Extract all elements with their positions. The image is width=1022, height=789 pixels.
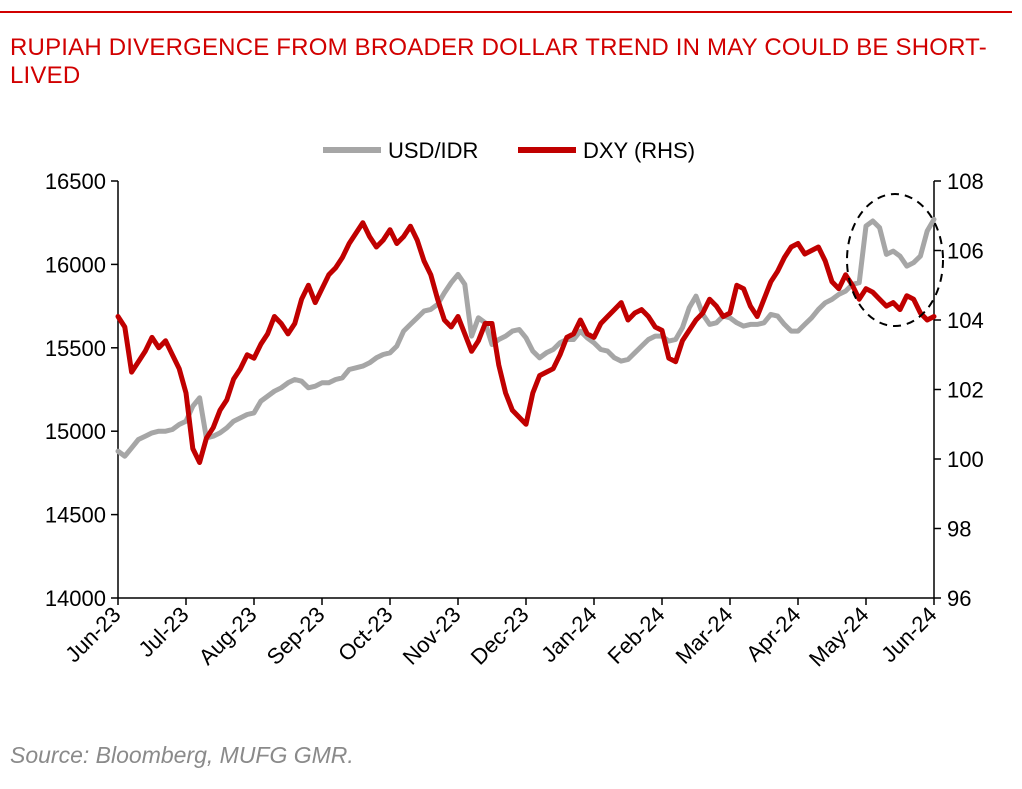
x-tick-label: Mar-24 — [671, 602, 738, 669]
chart-title: RUPIAH DIVERGENCE FROM BROADER DOLLAR TR… — [10, 34, 987, 89]
y-right-tick-label: 102 — [947, 378, 984, 403]
y-right-tick-label: 108 — [947, 169, 984, 194]
x-tick-label: Dec-23 — [466, 602, 534, 670]
x-tick-label: Aug-23 — [194, 602, 262, 670]
x-tick-label: Feb-24 — [603, 602, 670, 669]
x-tick-label: Jan-24 — [536, 602, 601, 667]
x-tick-label: Jul-23 — [133, 602, 193, 662]
x-tick-label: Apr-24 — [741, 602, 805, 666]
x-tick-label: Sep-23 — [262, 602, 330, 670]
x-tick-label: Jun-23 — [60, 602, 125, 667]
dxy-series-line — [115, 220, 937, 465]
y-left-tick-label: 14500 — [45, 503, 106, 528]
y-left-tick-label: 15500 — [45, 336, 106, 361]
y-left-tick-label: 14000 — [45, 586, 106, 611]
x-tick-label: Jun-24 — [876, 602, 941, 667]
legend-label-usd-idr: USD/IDR — [388, 138, 478, 163]
usd-idr-series-line — [115, 216, 937, 459]
y-right-tick-label: 98 — [947, 517, 971, 542]
y-right-tick-label: 106 — [947, 239, 984, 264]
y-right-tick-label: 104 — [947, 308, 984, 333]
x-tick-label: May-24 — [804, 602, 874, 672]
y-left-tick-label: 16000 — [45, 252, 106, 277]
top-rule — [0, 11, 1012, 13]
y-right-tick-label: 96 — [947, 586, 971, 611]
y-left-tick-label: 15000 — [45, 419, 106, 444]
y-left-tick-label: 16500 — [45, 169, 106, 194]
x-tick-label: Nov-23 — [398, 602, 466, 670]
source-note: Source: Bloomberg, MUFG GMR. — [10, 742, 354, 768]
x-tick-label: Oct-23 — [333, 602, 397, 666]
highlight-ellipse — [846, 193, 944, 327]
y-right-tick-label: 100 — [947, 447, 984, 472]
chart: 14000 14500 15000 15500 16000 16500 96 98 100 102… — [45, 138, 984, 672]
legend-label-dxy: DXY (RHS) — [583, 138, 695, 163]
